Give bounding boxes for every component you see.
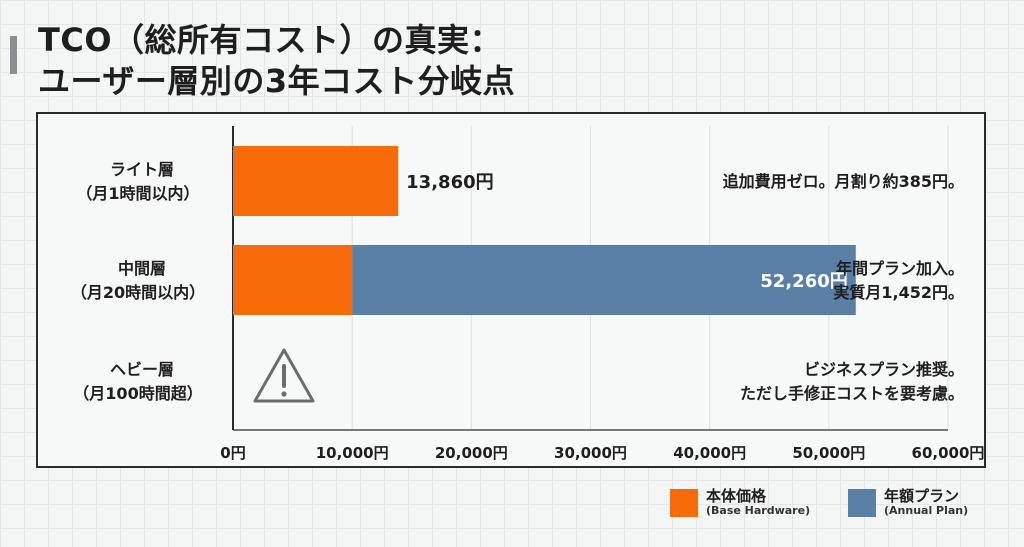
annotation-text: 実質月1,452円。 <box>833 283 964 302</box>
x-tick-label: 30,000円 <box>554 444 627 462</box>
category-sublabel: （月100時間超） <box>73 384 202 403</box>
bar-base-hardware <box>233 245 353 315</box>
annotation-text: ビジネスプラン推奨。 <box>804 360 964 379</box>
category-sublabel: （月1時間以内） <box>76 184 199 203</box>
annotation-text: 年間プラン加入。 <box>836 259 964 278</box>
category-label: ライト層 <box>110 160 174 179</box>
x-tick-label: 10,000円 <box>316 444 389 462</box>
x-tick-label: 40,000円 <box>673 444 746 462</box>
legend-label-annual-plan: 年額プラン <box>884 487 960 505</box>
bar-annual-plan <box>352 245 856 315</box>
x-tick-label: 60,000円 <box>912 444 985 462</box>
legend-sublabel-annual-plan: (Annual Plan) <box>884 504 969 518</box>
category-label: 中間層 <box>118 259 166 278</box>
x-tick-label: 0円 <box>220 444 245 462</box>
total-label: 52,260円 <box>760 271 847 292</box>
category-label: ヘビー層 <box>110 360 174 379</box>
title-line-1: TCO（総所有コスト）の真実： <box>38 21 503 59</box>
legend-item-base-hardware: 本体価格 (Base Hardware) <box>670 487 811 518</box>
title-line-2: ユーザー層別の3年コスト分岐点 <box>38 62 516 100</box>
x-tick-label: 50,000円 <box>792 444 865 462</box>
legend-swatch-annual-plan <box>848 488 876 517</box>
category-sublabel: （月20時間以内） <box>71 283 205 302</box>
bar-base-hardware <box>233 146 399 216</box>
title-accent-bar <box>10 36 17 74</box>
annotation-text: ただし手修正コストを要考慮。 <box>740 384 964 403</box>
page-title: TCO（総所有コスト）の真実： ユーザー層別の3年コスト分岐点 <box>38 20 515 102</box>
warning-triangle-icon <box>253 348 315 403</box>
legend-sublabel-base-hardware: (Base Hardware) <box>706 504 811 518</box>
legend-swatch-base-hardware <box>670 488 698 517</box>
x-tick-label: 20,000円 <box>435 444 508 462</box>
legend-label-base-hardware: 本体価格 <box>706 487 767 505</box>
annotation-text: 追加費用ゼロ。月割り約385円。 <box>723 172 964 191</box>
total-label: 13,860円 <box>406 172 493 193</box>
legend-item-annual-plan: 年額プラン (Annual Plan) <box>848 487 969 518</box>
